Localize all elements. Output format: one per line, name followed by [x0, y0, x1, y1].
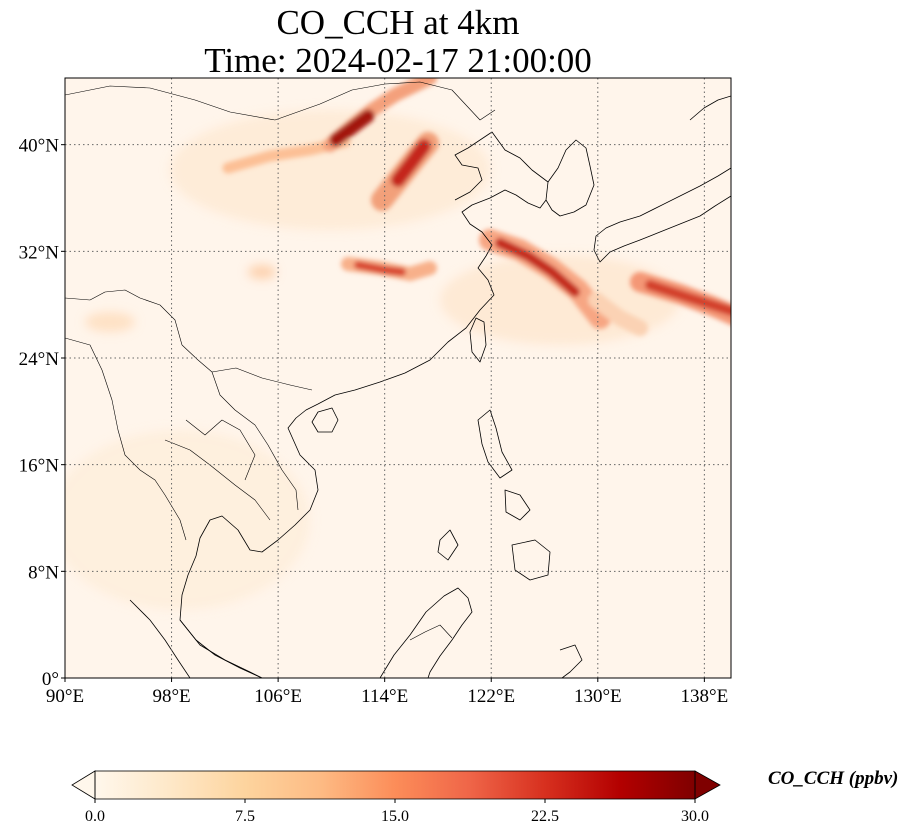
- lon-tick-label: 106°E: [254, 686, 302, 707]
- haze-north-china: [170, 110, 490, 230]
- coastline-sumatra: [129, 599, 191, 678]
- border-myanmar: [65, 337, 187, 541]
- haze-sichuan: [248, 265, 276, 279]
- plume-north-china-core: [329, 109, 375, 147]
- colorbar-tick-label: 7.5: [235, 808, 255, 825]
- colorbar-tick-label: 15.0: [381, 808, 409, 825]
- lon-tick-label: 98°E: [152, 686, 190, 707]
- coastline-visayas: [504, 489, 531, 521]
- title-line-variable: CO_CCH at 4km: [276, 3, 520, 42]
- plume-east-china-sea-tail: [588, 292, 648, 336]
- title-line-time: Time: 2024-02-17 21:00:00: [204, 41, 592, 80]
- lon-tick-label: 90°E: [46, 686, 84, 707]
- border-thailand-laos: [185, 419, 256, 481]
- coastline-luzon: [477, 409, 513, 479]
- colorbar-body: [95, 771, 695, 799]
- colorbar: 0.0 7.5 15.0 22.5 30.0: [71, 770, 721, 825]
- coastline-japan-kyushu-honshu: [593, 167, 731, 263]
- map-frame: [64, 77, 732, 679]
- coastline-mindanao: [511, 539, 551, 581]
- map-panel: 90°E 98°E 106°E 114°E 122°E 130°E 138°E 0° 8°N 1…: [19, 77, 732, 707]
- colorbar-ticks: 0.0 7.5 15.0 22.5 30.0: [85, 799, 709, 825]
- border-china-south: [181, 344, 313, 391]
- border-thailand-cambodia: [164, 439, 271, 521]
- border-himalaya: [65, 289, 183, 346]
- latitude-axis: 0° 8°N 16°N 24°N 32°N 40°N: [19, 136, 65, 690]
- plume-north-china-east: [391, 139, 431, 187]
- figure-title: CO_CCH at 4km Time: 2024-02-17 21:00:00: [65, 4, 731, 80]
- lat-tick-label: 0°: [42, 669, 59, 690]
- country-borders: [65, 81, 496, 641]
- lon-tick-label: 114°E: [361, 686, 408, 707]
- lat-tick-label: 24°N: [19, 349, 60, 370]
- coastlines: [129, 95, 731, 678]
- coastline-borneo: [379, 587, 473, 678]
- coastline-hainan: [311, 407, 339, 433]
- haze-myanmar: [85, 312, 135, 332]
- border-borneo: [409, 624, 453, 641]
- haze-indochina: [65, 430, 310, 610]
- coastline-malay-peninsula: [179, 619, 263, 678]
- lon-tick-label: 130°E: [574, 686, 622, 707]
- border-china-mongolia: [65, 81, 496, 121]
- longitude-axis: 90°E 98°E 106°E 114°E 122°E 130°E 138°E: [46, 678, 728, 707]
- plume-central-china: [354, 261, 406, 276]
- colorbar-extend-min: [71, 770, 96, 800]
- plumes: [222, 78, 731, 336]
- lon-tick-label: 122°E: [467, 686, 515, 707]
- colorbar-extend-max: [694, 770, 721, 800]
- plume-east-china-sea: [495, 238, 580, 297]
- colorbar-tick-label: 0.0: [85, 808, 105, 825]
- lat-tick-label: 40°N: [19, 136, 60, 157]
- coastline-sulawesi: [559, 644, 583, 678]
- colorbar-label: CO_CCH (ppbv): [768, 768, 899, 789]
- lat-tick-label: 16°N: [19, 456, 60, 477]
- colorbar-tick-label: 30.0: [681, 808, 709, 825]
- coastline-korea: [545, 139, 595, 217]
- plume-south-of-japan: [645, 280, 731, 316]
- coastline-asia-mainland: [179, 131, 549, 678]
- coastline-japan-hokkaido: [689, 95, 731, 121]
- coastline-taiwan: [469, 317, 487, 363]
- coastline-palawan: [437, 529, 459, 561]
- colorbar-tick-label: 22.5: [531, 808, 559, 825]
- gridlines: [65, 78, 731, 678]
- concentration-field: [65, 78, 731, 610]
- border-laos-vietnam: [211, 371, 299, 511]
- lat-tick-label: 8°N: [28, 562, 59, 583]
- lon-tick-label: 138°E: [681, 686, 729, 707]
- lat-tick-label: 32°N: [19, 242, 60, 263]
